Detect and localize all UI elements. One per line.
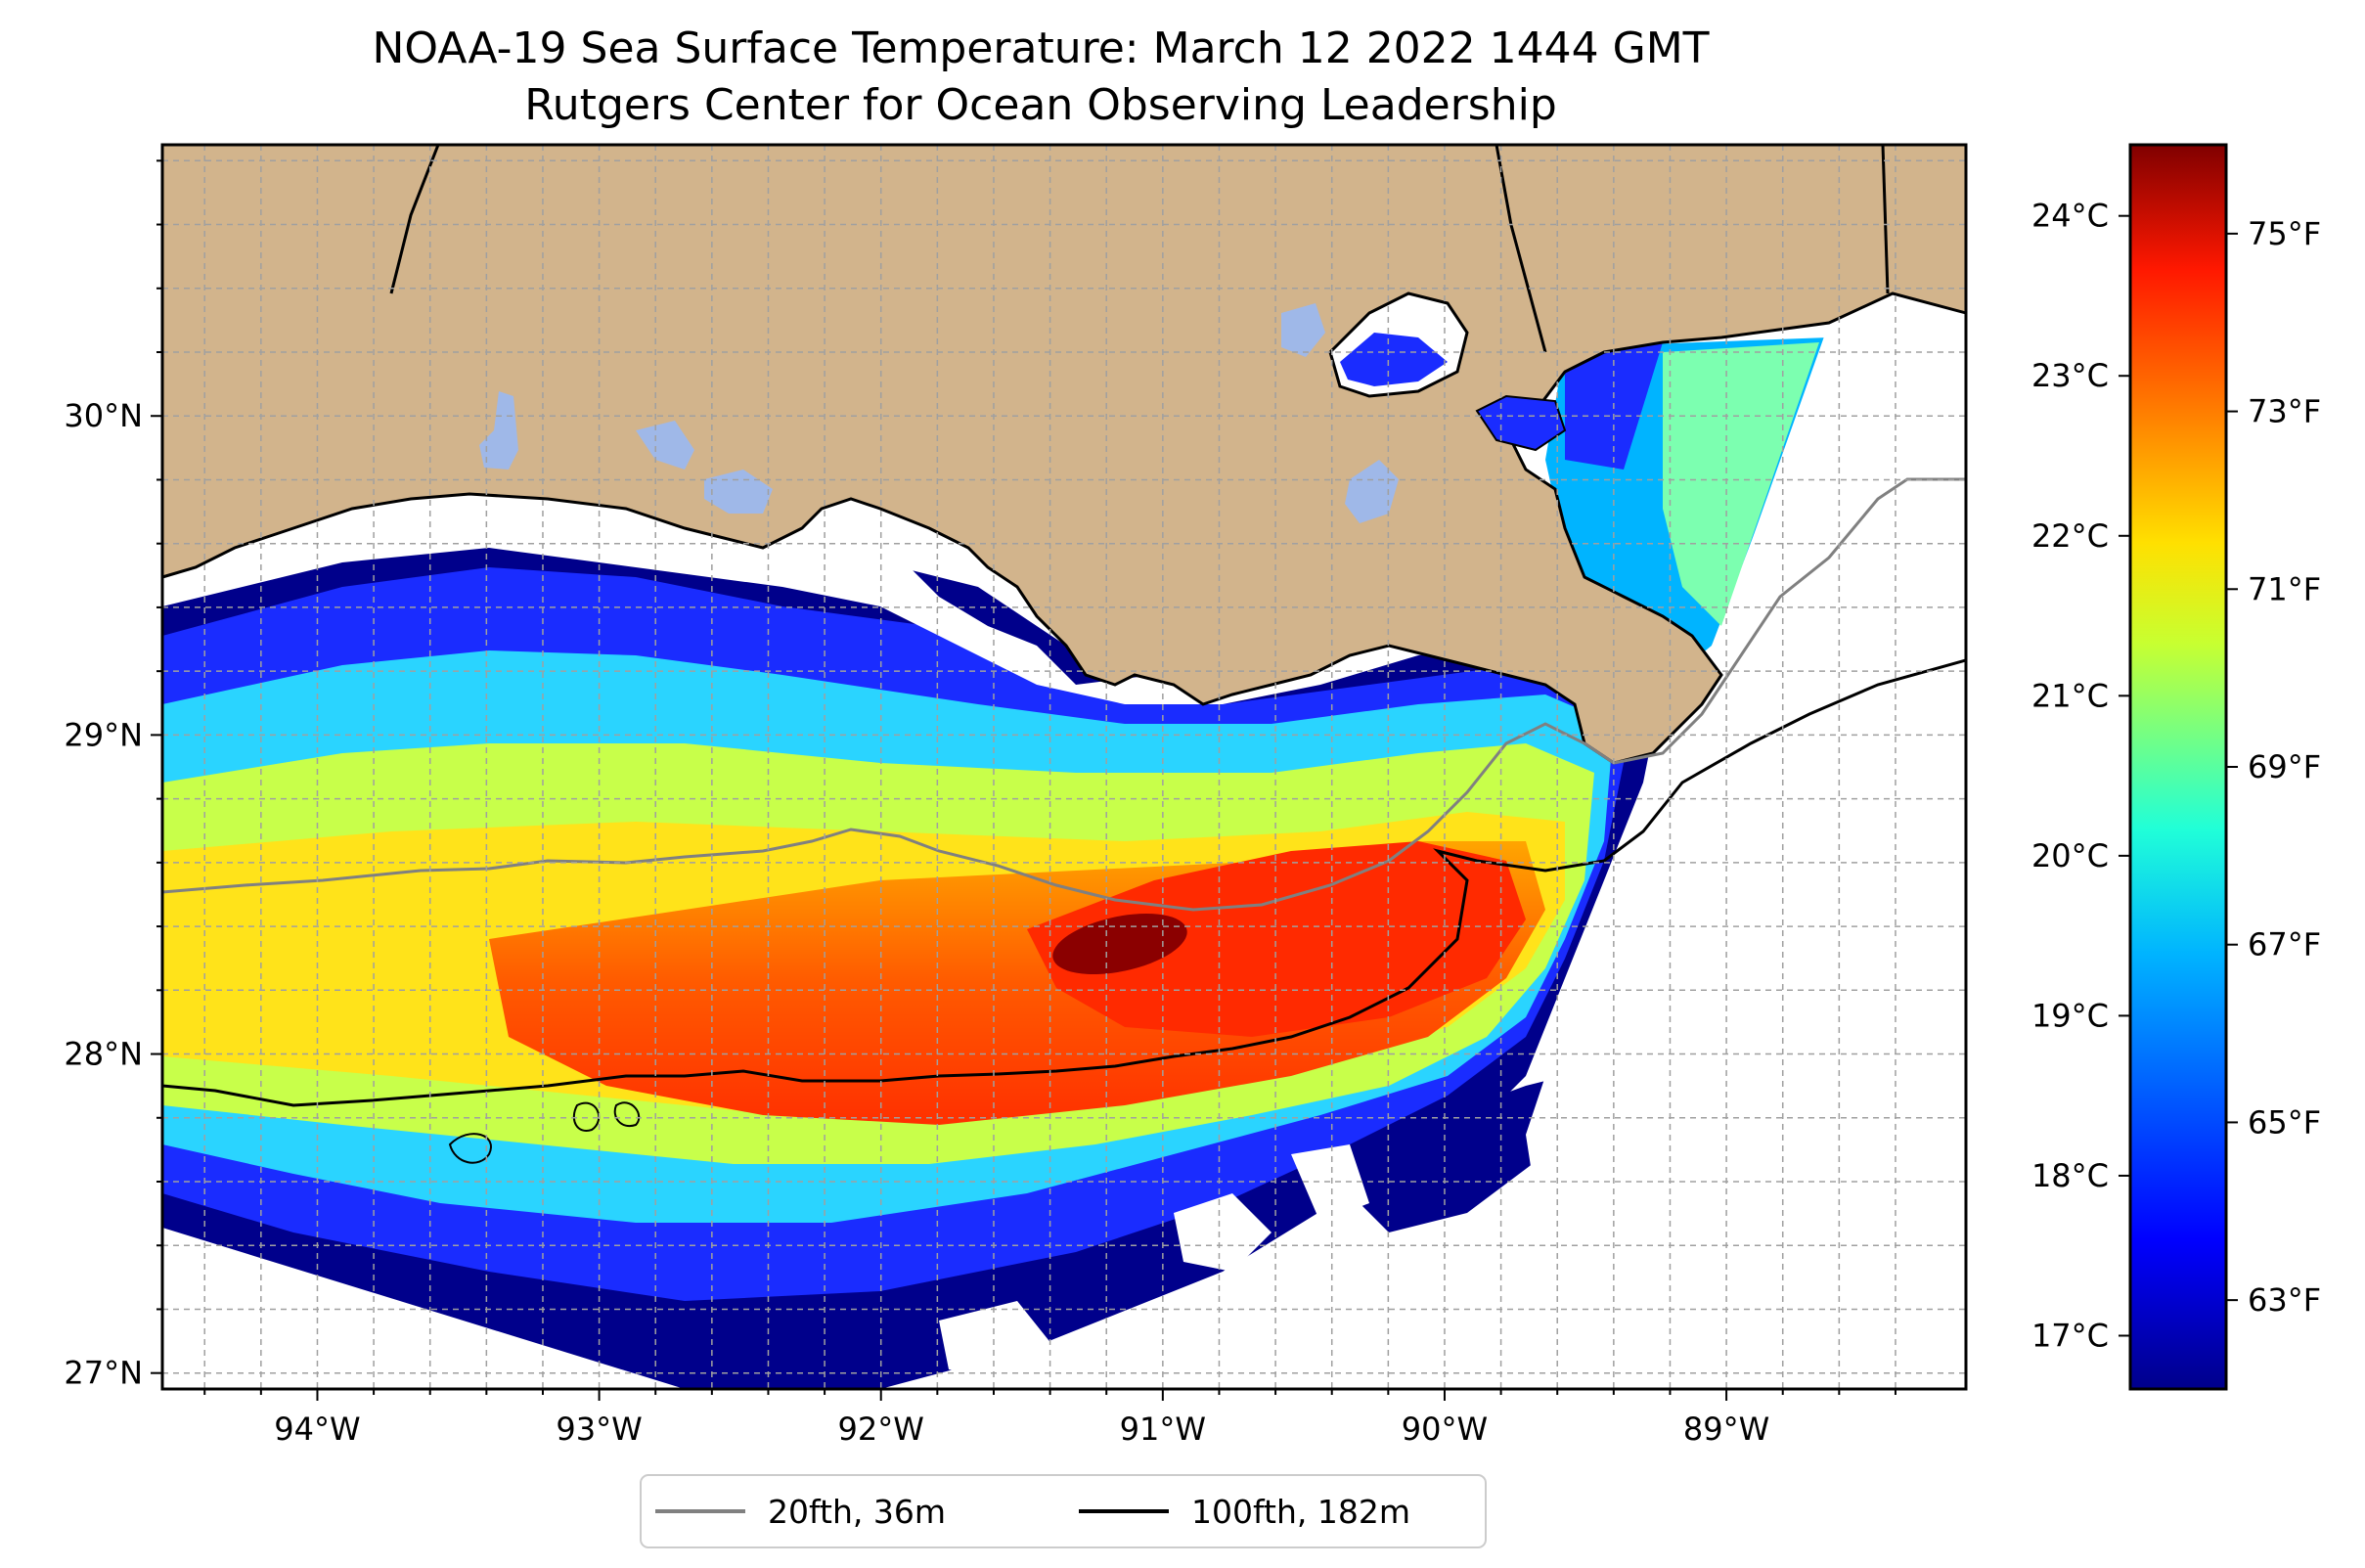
- lon-tick-label: 89°W: [1683, 1411, 1769, 1448]
- colorbar-c-label: 22°C: [2031, 517, 2109, 555]
- colorbar-c-label: 19°C: [2031, 997, 2109, 1034]
- lon-tick-label: 90°W: [1402, 1411, 1488, 1448]
- lon-tick-label: 93°W: [556, 1411, 642, 1448]
- colorbar-f-label: 71°F: [2248, 570, 2321, 607]
- colorbar-c-label: 21°C: [2031, 677, 2109, 714]
- colorbar-f-label: 65°F: [2248, 1103, 2321, 1141]
- colorbar-f-label: 69°F: [2248, 748, 2321, 785]
- chart-subtitle: Rutgers Center for Ocean Observing Leade…: [524, 80, 1557, 130]
- colorbar-c-label: 23°C: [2031, 357, 2109, 394]
- contour-100fth: [162, 658, 1966, 1107]
- legend-label-20fth: 20fth, 36m: [768, 1493, 946, 1531]
- lon-tick-label: 94°W: [274, 1411, 360, 1448]
- legend: 20fth, 36m 100fth, 182m: [640, 1474, 1487, 1548]
- colorbar-f-label: 67°F: [2248, 926, 2321, 963]
- colorbar: [2128, 143, 2228, 1391]
- contour-20fth: [162, 477, 1966, 912]
- state-border: [389, 145, 440, 294]
- chart-title: NOAA-19 Sea Surface Temperature: March 1…: [372, 23, 1710, 73]
- lat-tick-label: 27°N: [64, 1355, 143, 1392]
- colorbar-c-label: 18°C: [2031, 1157, 2109, 1194]
- sst-swath: [162, 337, 1829, 1389]
- colorbar-f-label: 63°F: [2248, 1281, 2321, 1319]
- swath-edge-nodata: [1526, 293, 1966, 1389]
- colorbar-c-label: 17°C: [2031, 1317, 2109, 1354]
- warm-eddy: [1052, 913, 1187, 975]
- colorbar-ticks: 75°F 73°F 71°F 69°F 67°F 65°F 63°F 24°C 23°C 22°C…: [2031, 198, 2321, 1355]
- map-frame: [160, 143, 1968, 1391]
- lat-tick-label: 28°N: [64, 1036, 143, 1073]
- colorbar-f-label: 73°F: [2248, 393, 2321, 430]
- lon-tick-label: 91°W: [1120, 1411, 1206, 1448]
- legend-box: [640, 1474, 1487, 1548]
- lon-tick-label: 92°W: [838, 1411, 924, 1448]
- legend-label-100fth: 100fth, 182m: [1191, 1493, 1410, 1531]
- colorbar-c-label: 24°C: [2031, 198, 2109, 235]
- gridlines: [162, 145, 1966, 1389]
- map-area: [162, 145, 1966, 1389]
- lat-tick-label: 30°N: [64, 397, 143, 434]
- map-axes: 94°W 93°W 92°W 91°W 90°W 89°W 30°N 29°N 28°N 27°N: [64, 159, 1896, 1448]
- lake: [479, 391, 518, 470]
- colorbar-f-label: 75°F: [2248, 215, 2321, 252]
- lat-tick-label: 29°N: [64, 716, 143, 753]
- colorbar-c-label: 20°C: [2031, 837, 2109, 874]
